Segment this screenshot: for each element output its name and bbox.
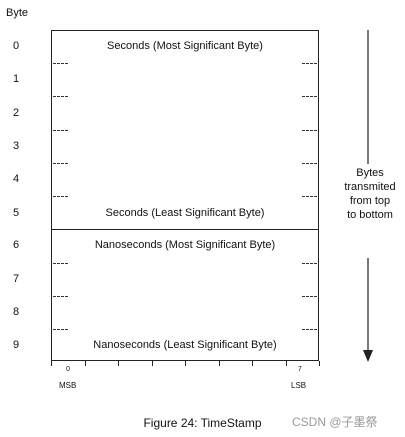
row-number: 8 [12,306,20,318]
timestamp-frame [51,30,319,361]
row-separator-dash [53,296,68,297]
arrow-head [363,350,373,362]
bit-0-label: 0 [66,366,70,373]
row-number: 5 [12,207,20,219]
row-separator-dash [53,96,68,97]
note-line-3: from top [349,195,391,207]
row-separator-dash [302,196,317,197]
byte-column-header: Byte [6,7,29,19]
note-line-1: Bytes [356,167,384,179]
bit-tick [84,361,86,366]
row-number: 1 [12,73,20,85]
row-number: 2 [12,107,20,119]
watermark: CSDN @子墨祭 [292,415,378,429]
lsb-label: LSB [291,381,307,390]
bit-tick [185,361,186,366]
row-number: 3 [12,140,20,152]
note-line-2: transmited [344,181,396,193]
row-number: 0 [12,40,20,52]
nanoseconds-lsb-label: Nanoseconds (Least Significant Byte) [93,339,277,351]
bit-tick [285,361,287,366]
bit-tick [118,361,119,366]
nanoseconds-msb-label: Nanoseconds (Most Significant Byte) [94,239,276,251]
bit-tick [218,361,220,366]
row-number: 9 [12,339,20,351]
row-separator-dash [53,196,68,197]
row-separator-dash [302,63,317,64]
bit-tick [319,361,320,366]
row-number: 6 [12,239,20,251]
row-separator-dash [53,130,68,131]
transmission-arrow [363,30,373,362]
row-separator-dash [53,329,68,330]
seconds-nanoseconds-divider [51,229,319,230]
bit-7-label: 7 [298,366,302,373]
bit-tick [252,361,253,366]
figure-caption: Figure 24: TimeStamp [143,416,262,430]
note-line-4: to bottom [347,209,393,221]
transmission-note: Bytes transmited from top to bottom [338,166,402,222]
row-number: 4 [12,173,20,185]
row-separator-dash [302,329,317,330]
row-separator-dash [302,96,317,97]
bit-tick [51,361,52,366]
bit-tick [151,361,153,366]
row-separator-dash [302,130,317,131]
seconds-msb-label: Seconds (Most Significant Byte) [107,40,263,52]
row-separator-dash [53,163,68,164]
row-separator-dash [302,263,317,264]
seconds-lsb-label: Seconds (Least Significant Byte) [105,207,265,219]
msb-label: MSB [59,381,77,390]
row-separator-dash [302,163,317,164]
row-separator-dash [53,63,68,64]
row-separator-dash [53,263,68,264]
row-separator-dash [302,296,317,297]
row-number: 7 [12,273,20,285]
